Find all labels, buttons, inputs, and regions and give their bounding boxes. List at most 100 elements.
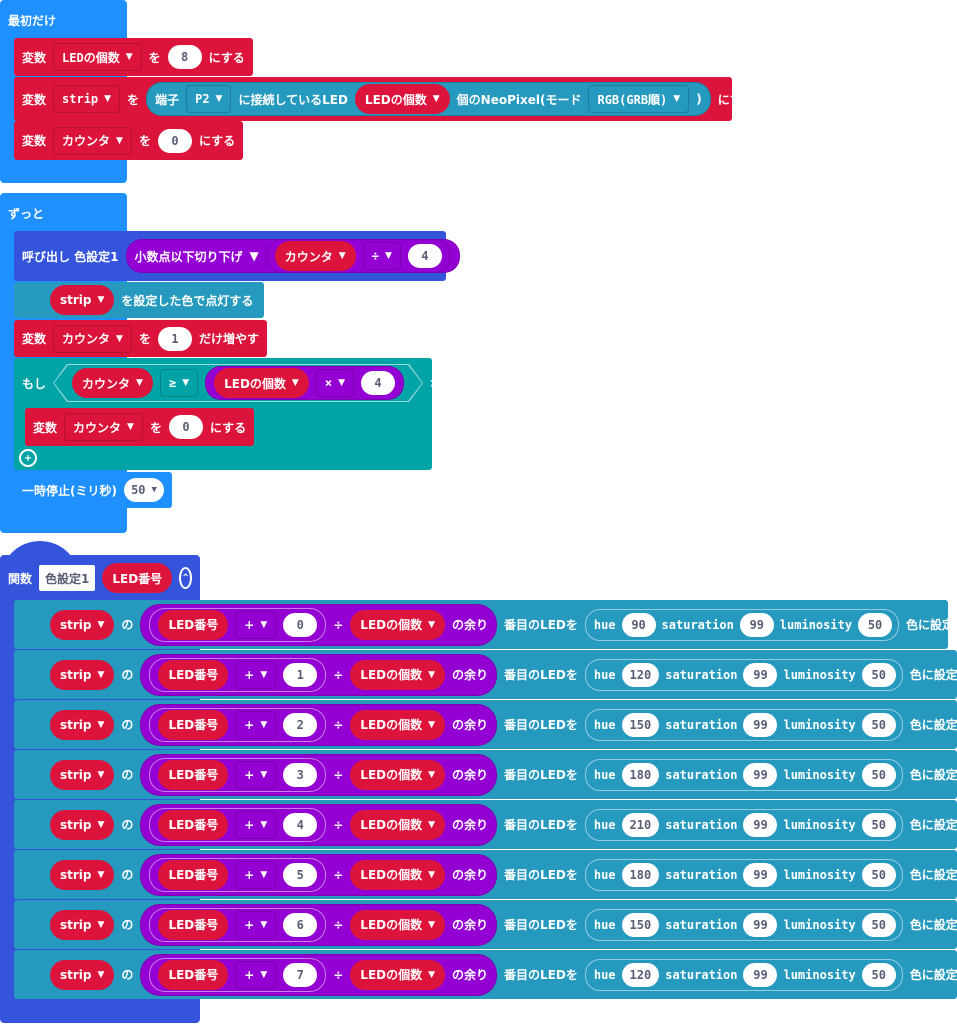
dropdown-arrow-icon[interactable]: ▼ — [97, 769, 105, 780]
operator-dropdown[interactable]: + ▼ — [235, 810, 277, 839]
operator-dropdown[interactable]: + ▼ — [235, 860, 277, 889]
operator-dropdown[interactable]: + ▼ — [235, 910, 277, 939]
dropdown-arrow-icon[interactable]: ▼ — [428, 619, 436, 630]
set-pixel-color-block[interactable]: strip ▼ の LED番号 + ▼ 2 ÷ LEDの個数 ▼ の余り 番目のLEDを hue 150 s… — [14, 700, 957, 749]
dropdown-arrow-icon[interactable]: ▼ — [428, 919, 436, 930]
dropdown[interactable]: RGB(GRB順) ▼ — [588, 85, 690, 113]
call-function-block[interactable]: 呼び出し 色設定1 小数点以下切り下げ ▼ カウンタ ▼ ÷ ▼ 4 — [14, 231, 460, 281]
strip-show-block[interactable]: strip ▼ を設定した色で点灯する — [14, 282, 264, 318]
dropdown[interactable]: LEDの個数 ▼ — [53, 43, 142, 71]
hsl-block[interactable]: hue 180 saturation 99 luminosity 50 — [584, 758, 903, 791]
offset-input[interactable]: 4 — [283, 812, 318, 837]
number-input[interactable]: 1 — [157, 326, 192, 351]
luminosity-input[interactable]: 50 — [861, 812, 896, 837]
modulo-block[interactable]: LED番号 + ▼ 0 ÷ LEDの個数 ▼ の余り — [140, 603, 498, 646]
number-input[interactable]: 4 — [361, 371, 395, 395]
dropdown[interactable]: P2 ▼ — [186, 85, 232, 113]
function-name-field[interactable]: 色設定1 — [39, 565, 96, 591]
dropdown-arrow-icon[interactable]: ▼ — [428, 719, 436, 730]
dropdown[interactable]: ≥ ▼ — [160, 369, 198, 397]
dropdown-arrow-icon[interactable]: ▼ — [260, 919, 268, 930]
hsl-block[interactable]: hue 120 saturation 99 luminosity 50 — [584, 658, 903, 691]
modulo-block[interactable]: LED番号 + ▼ 3 ÷ LEDの個数 ▼ の余り — [140, 753, 498, 796]
led-count-variable[interactable]: LEDの個数 ▼ — [350, 759, 446, 790]
operator-dropdown[interactable]: + ▼ — [235, 710, 277, 739]
dropdown-arrow-icon[interactable]: ▼ — [260, 969, 268, 980]
luminosity-input[interactable]: 50 — [861, 712, 896, 737]
reporter-block[interactable]: LEDの個数 ▼ × ▼ 4 — [205, 366, 404, 400]
dropdown-arrow-icon[interactable]: ▼ — [97, 719, 105, 730]
add-block[interactable]: LED番号 + ▼ 4 — [149, 807, 327, 842]
dropdown-arrow-icon[interactable]: ▼ — [151, 485, 157, 495]
dropdown-arrow-icon[interactable]: ▼ — [97, 919, 105, 930]
collapse-icon[interactable]: ⌃ — [179, 567, 192, 589]
set-pixel-color-block[interactable]: strip ▼ の LED番号 + ▼ 0 ÷ LEDの個数 ▼ の余り 番目のLEDを hue 90 sa… — [14, 600, 957, 649]
dropdown-arrow-icon[interactable]: ▼ — [428, 669, 436, 680]
dropdown-arrow-icon[interactable]: ▼ — [97, 869, 105, 880]
operator-dropdown[interactable]: + ▼ — [235, 760, 277, 789]
dropdown[interactable]: ÷ ▼ — [362, 242, 401, 270]
dropdown-arrow-icon[interactable]: ▼ — [97, 819, 105, 830]
saturation-input[interactable]: 99 — [739, 612, 774, 637]
led-count-variable[interactable]: LEDの個数 ▼ — [350, 859, 446, 890]
hue-input[interactable]: 120 — [621, 662, 660, 687]
hue-input[interactable]: 180 — [621, 862, 660, 887]
variable-reporter[interactable]: カウンタ ▼ — [72, 368, 153, 398]
set-pixel-color-block[interactable]: strip ▼ の LED番号 + ▼ 1 ÷ LEDの個数 ▼ の余り 番目のLEDを hue 120 s… — [14, 650, 957, 699]
set-strip-block[interactable]: 変数 strip ▼ を端子 P2 ▼ に接続しているLED LEDの個数 ▼ 個のNeoPixe… — [14, 77, 754, 121]
dropdown-arrow-icon[interactable]: ▼ — [127, 422, 134, 432]
dropdown-arrow-icon[interactable]: ▼ — [260, 719, 268, 730]
dropdown-arrow-icon[interactable]: ▼ — [432, 94, 440, 104]
hue-input[interactable]: 120 — [621, 962, 660, 987]
reporter-block[interactable]: カウンタ ▼ ÷ ▼ 4 — [265, 239, 451, 273]
set-pixel-color-block[interactable]: strip ▼ の LED番号 + ▼ 4 ÷ LEDの個数 ▼ の余り 番目のLEDを hue 210 s… — [14, 800, 957, 849]
parameter-reporter[interactable]: LED番号 — [158, 909, 229, 940]
dropdown-arrow-icon[interactable]: ▼ — [260, 769, 268, 780]
saturation-input[interactable]: 99 — [743, 862, 778, 887]
luminosity-input[interactable]: 50 — [861, 912, 896, 937]
strip-variable[interactable]: strip ▼ — [50, 809, 115, 840]
strip-variable[interactable]: strip ▼ — [50, 859, 115, 890]
luminosity-input[interactable]: 50 — [861, 762, 896, 787]
set-counter-block[interactable]: 変数 カウンタ ▼ を 0 にする — [14, 121, 244, 160]
dropdown-arrow-icon[interactable]: ▼ — [428, 819, 436, 830]
saturation-input[interactable]: 99 — [743, 662, 778, 687]
dropdown-arrow-icon[interactable]: ▼ — [384, 251, 392, 261]
add-block[interactable]: LED番号 + ▼ 6 — [149, 907, 327, 942]
dropdown-arrow-icon[interactable]: ▼ — [260, 819, 268, 830]
dropdown-arrow-icon[interactable]: ▼ — [97, 969, 105, 980]
led-count-variable[interactable]: LEDの個数 ▼ — [350, 609, 446, 640]
led-count-variable[interactable]: LEDの個数 ▼ — [350, 709, 446, 740]
add-block[interactable]: LED番号 + ▼ 0 — [149, 607, 327, 642]
parameter-reporter[interactable]: LED番号 — [158, 659, 229, 690]
dropdown-arrow-icon[interactable]: ▼ — [125, 52, 133, 62]
dropdown-arrow-icon[interactable]: ▼ — [428, 969, 436, 980]
dropdown-arrow-icon[interactable]: ▼ — [136, 378, 143, 388]
add-block[interactable]: LED番号 + ▼ 7 — [149, 957, 327, 992]
hue-input[interactable]: 150 — [621, 912, 660, 937]
dropdown[interactable]: strip ▼ — [53, 85, 121, 113]
set-pixel-color-block[interactable]: strip ▼ の LED番号 + ▼ 5 ÷ LEDの個数 ▼ の余り 番目のLEDを hue 180 s… — [14, 850, 957, 899]
offset-input[interactable]: 7 — [283, 962, 318, 987]
dropdown-arrow-icon[interactable]: ▼ — [97, 619, 105, 630]
operator-dropdown[interactable]: + ▼ — [235, 610, 277, 639]
modulo-block[interactable]: LED番号 + ▼ 4 ÷ LEDの個数 ▼ の余り — [140, 803, 498, 846]
saturation-input[interactable]: 99 — [743, 962, 778, 987]
modulo-block[interactable]: LED番号 + ▼ 7 ÷ LEDの個数 ▼ の余り — [140, 953, 498, 996]
dropdown-arrow-icon[interactable]: ▼ — [338, 378, 345, 388]
offset-input[interactable]: 6 — [283, 912, 318, 937]
strip-variable[interactable]: strip ▼ — [50, 659, 115, 690]
add-block[interactable]: LED番号 + ▼ 1 — [149, 657, 327, 692]
number-dropdown[interactable]: 50 ▼ — [123, 478, 164, 502]
function-header[interactable]: 関数 色設定1 LED番号 ⌃ — [0, 557, 200, 599]
variable-reporter[interactable]: strip ▼ — [50, 285, 115, 315]
number-input[interactable]: 0 — [157, 128, 192, 153]
variable-reporter[interactable]: カウンタ ▼ — [274, 241, 356, 271]
strip-variable[interactable]: strip ▼ — [50, 759, 115, 790]
offset-input[interactable]: 3 — [283, 762, 318, 787]
dropdown-arrow-icon[interactable]: ▼ — [428, 869, 436, 880]
dropdown-arrow-icon[interactable]: ▼ — [260, 869, 268, 880]
parameter-reporter[interactable]: LED番号 — [158, 959, 229, 990]
parameter-reporter[interactable]: LED番号 — [158, 609, 229, 640]
dropdown[interactable]: × ▼ — [316, 369, 354, 397]
